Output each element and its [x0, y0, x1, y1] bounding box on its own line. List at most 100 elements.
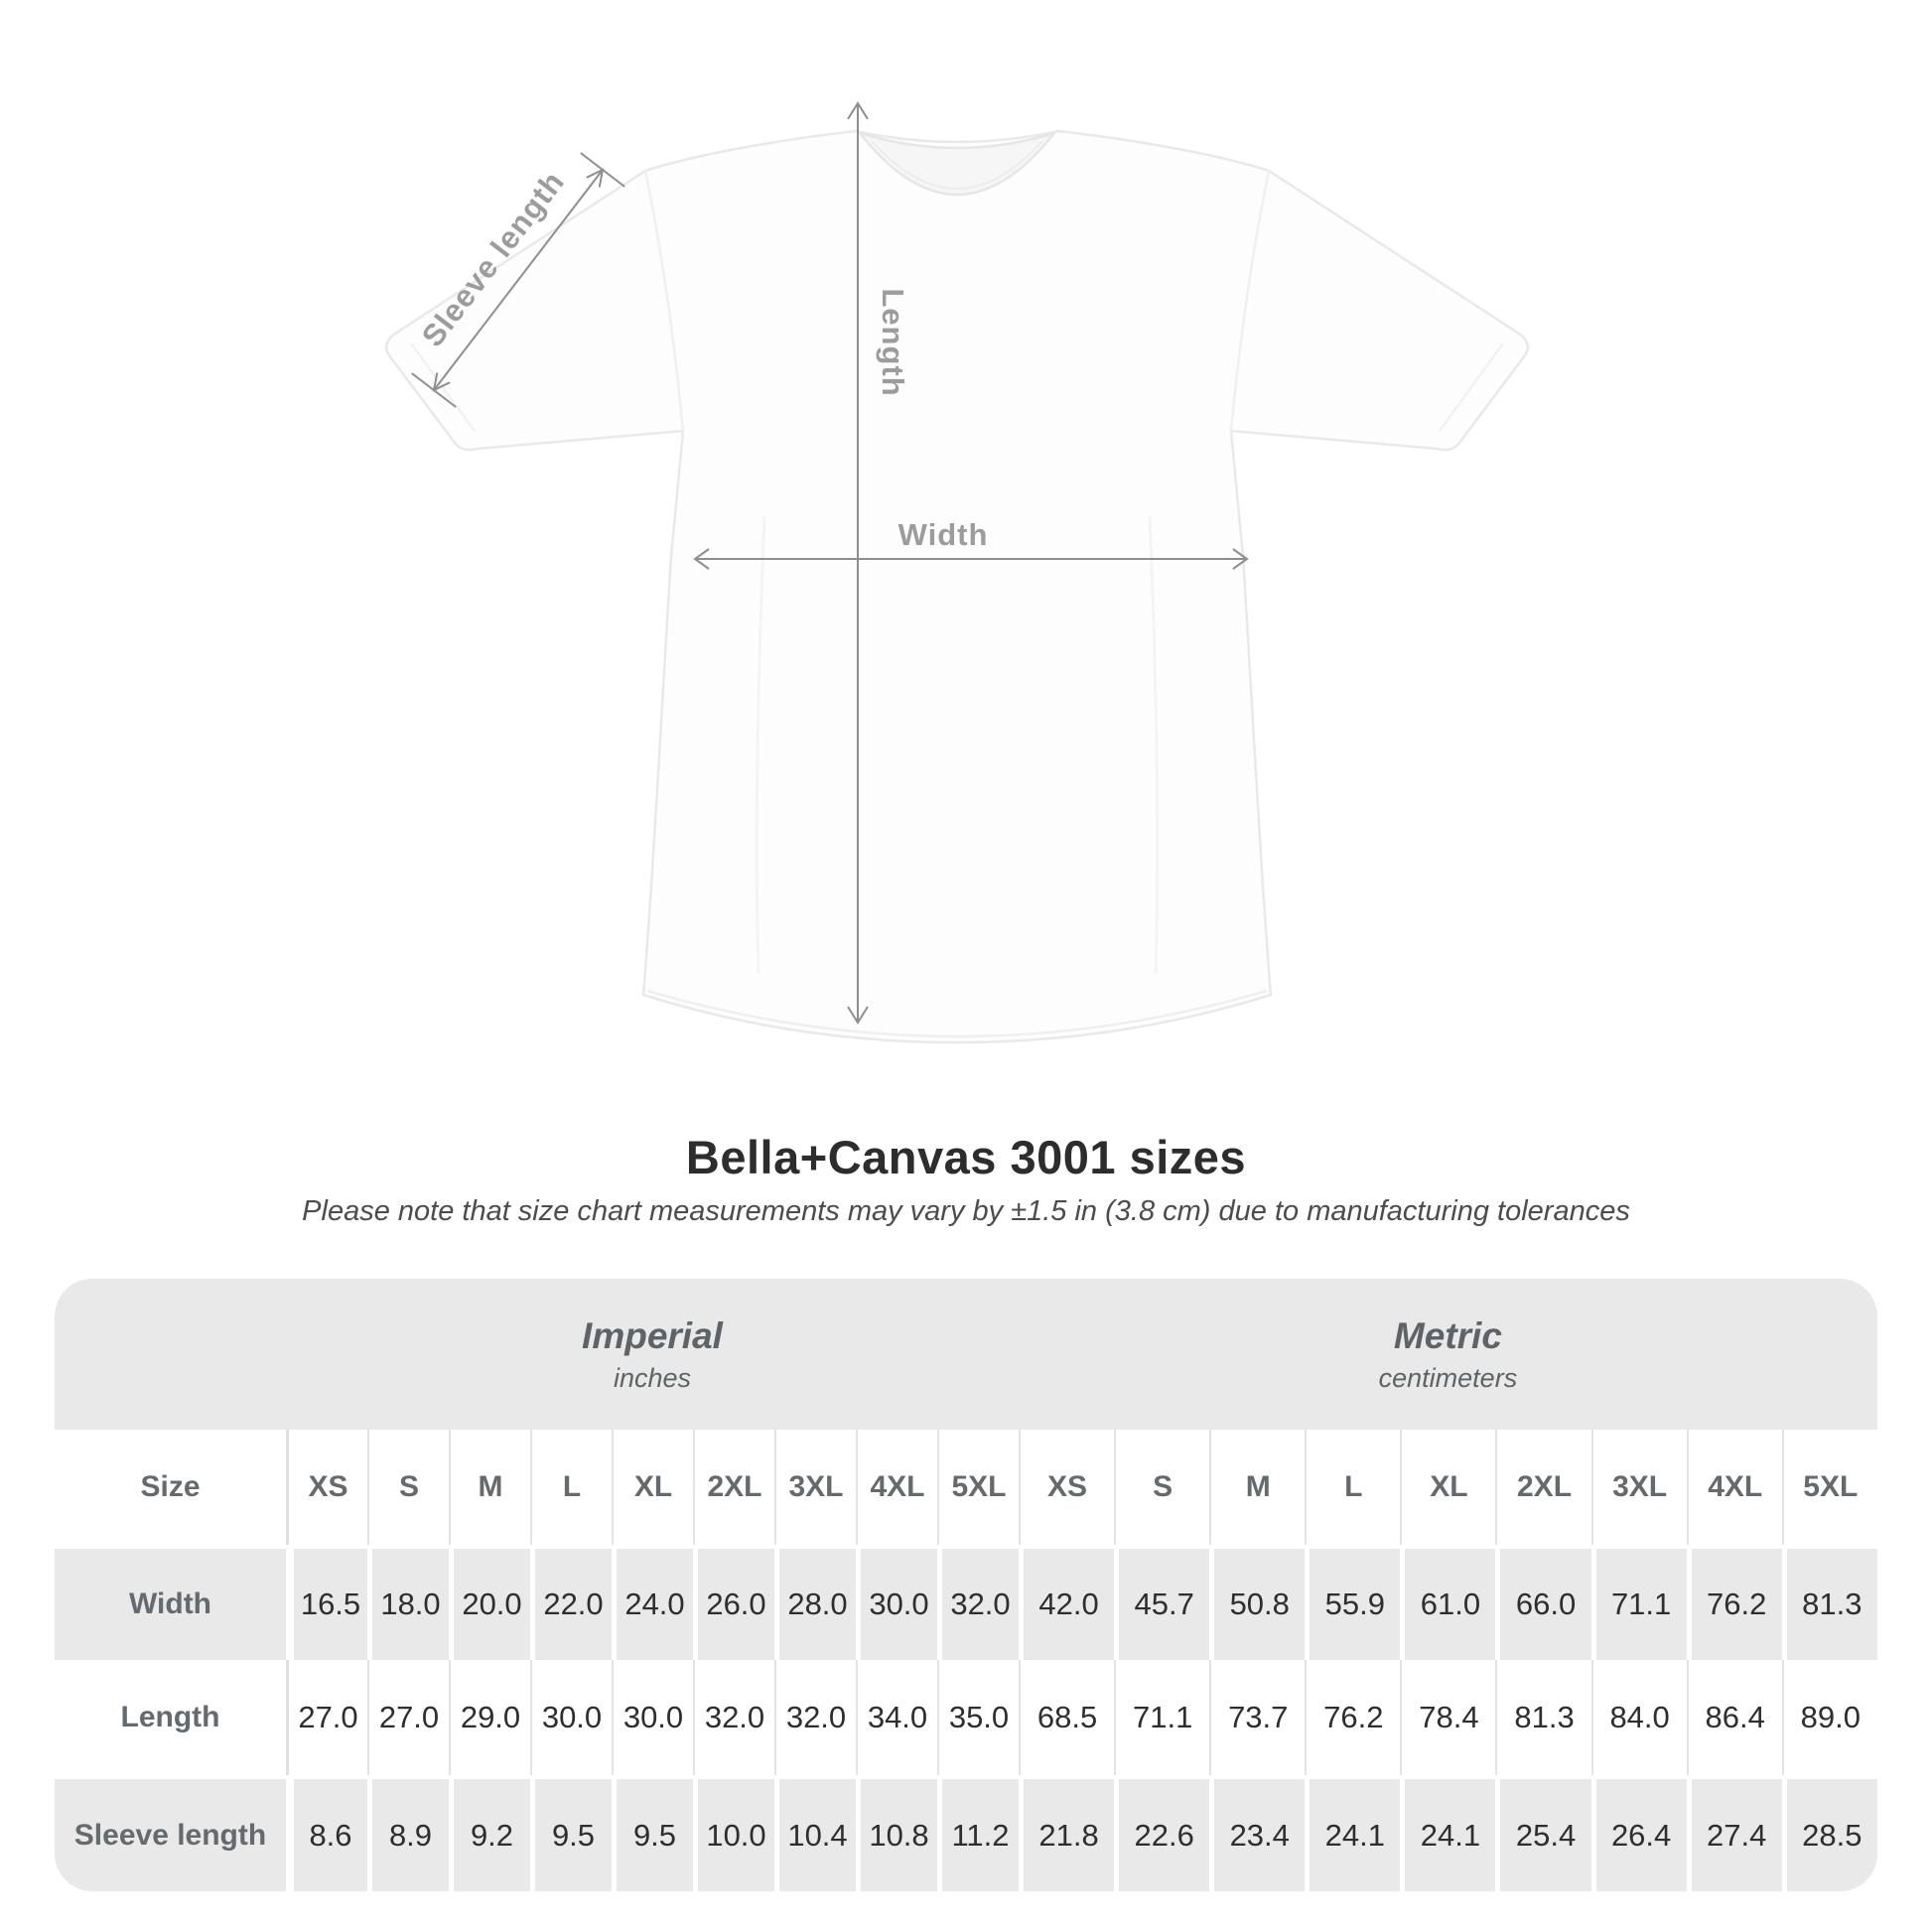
row-label: Length [55, 1660, 286, 1775]
metric-unit-label: centimeters [1378, 1362, 1518, 1393]
length-value-cell: 27.0 [367, 1660, 449, 1775]
width-value-cell: 45.7 [1114, 1545, 1210, 1660]
size-header-cell: M [449, 1430, 530, 1545]
sleeve-value-cell: 10.0 [693, 1775, 774, 1891]
sleeve-value-cell: 9.5 [612, 1775, 693, 1891]
width-value-cell: 61.0 [1400, 1545, 1496, 1660]
width-value-cell: 24.0 [612, 1545, 693, 1660]
tolerance-note: Please note that size chart measurements… [302, 1195, 1630, 1227]
band-corner [55, 1279, 286, 1430]
sleeve-value-cell: 11.2 [937, 1775, 1019, 1891]
width-value-cell: 18.0 [367, 1545, 449, 1660]
metric-label: Metric [1393, 1314, 1502, 1356]
length-arrow [847, 101, 869, 1025]
size-header-cell: L [530, 1430, 612, 1545]
length-value-cell: 68.5 [1019, 1660, 1115, 1775]
length-value-cell: 27.0 [286, 1660, 367, 1775]
length-value-cell: 81.3 [1495, 1660, 1591, 1775]
sleeve-value-cell: 8.6 [286, 1775, 367, 1891]
sleeve-value-cell: 22.6 [1114, 1775, 1210, 1891]
width-arrow [693, 548, 1249, 570]
sleeve-value-cell: 24.1 [1400, 1775, 1496, 1891]
size-header-cell: S [1114, 1430, 1210, 1545]
size-header-cell: 5XL [937, 1430, 1019, 1545]
size-header-cell: S [367, 1430, 449, 1545]
length-value-cell: 71.1 [1114, 1660, 1210, 1775]
size-header-cell: 2XL [1495, 1430, 1591, 1545]
page-title: Bella+Canvas 3001 sizes [685, 1131, 1247, 1183]
sleeve-value-cell: 28.5 [1781, 1775, 1877, 1891]
width-label: Width [897, 517, 989, 552]
sleeve-length-arrow [411, 152, 625, 408]
size-header-cell: 4XL [1686, 1430, 1782, 1545]
imperial-label: Imperial [582, 1314, 723, 1356]
size-header-cell: 2XL [693, 1430, 774, 1545]
size-header-cell: XL [1400, 1430, 1496, 1545]
length-value-cell: 34.0 [856, 1660, 937, 1775]
length-value-cell: 32.0 [693, 1660, 774, 1775]
left-cuff-stitch [410, 343, 476, 432]
length-value-cell: 30.0 [530, 1660, 612, 1775]
width-value-cell: 16.5 [286, 1545, 367, 1660]
width-value-cell: 28.0 [774, 1545, 856, 1660]
row-label: Width [55, 1545, 286, 1660]
size-table-grid: Imperial inches Metric centimeters Size X… [55, 1279, 1877, 1891]
row-label: Sleeve length [55, 1775, 286, 1891]
width-value-cell: 32.0 [937, 1545, 1019, 1660]
sleeve-value-cell: 9.5 [530, 1775, 612, 1891]
size-header-cell: XS [1019, 1430, 1115, 1545]
sleeve-value-cell: 9.2 [449, 1775, 530, 1891]
length-value-cell: 84.0 [1590, 1660, 1687, 1775]
width-value-cell: 42.0 [1019, 1545, 1115, 1660]
right-sleeve-seam [1229, 170, 1271, 432]
sleeve-value-cell: 26.4 [1590, 1775, 1687, 1891]
sleeve-value-cell: 10.4 [774, 1775, 856, 1891]
fold-line [755, 515, 766, 974]
imperial-unit-label: inches [613, 1362, 692, 1393]
width-value-cell: 30.0 [856, 1545, 937, 1660]
tshirt-measurement-diagram: Sleeve length Length Width [384, 101, 1530, 1044]
size-header-cell: 3XL [774, 1430, 856, 1545]
sleeve-value-cell: 25.4 [1495, 1775, 1591, 1891]
width-value-cell: 50.8 [1209, 1545, 1306, 1660]
size-header-cell: 5XL [1781, 1430, 1877, 1545]
length-value-cell: 32.0 [774, 1660, 856, 1775]
width-value-cell: 55.9 [1305, 1545, 1401, 1660]
width-value-cell: 71.1 [1590, 1545, 1687, 1660]
fold-line [1148, 515, 1160, 974]
sleeve-value-cell: 24.1 [1305, 1775, 1401, 1891]
length-value-cell: 76.2 [1305, 1660, 1401, 1775]
length-value-cell: 89.0 [1781, 1660, 1877, 1775]
width-value-cell: 22.0 [530, 1545, 612, 1660]
length-value-cell: 29.0 [449, 1660, 530, 1775]
size-header-cell: M [1209, 1430, 1306, 1545]
length-label: Length [876, 288, 910, 397]
length-value-cell: 86.4 [1686, 1660, 1782, 1775]
tshirt-body-shape [384, 129, 1530, 1044]
width-value-cell: 76.2 [1686, 1545, 1782, 1660]
length-value-cell: 73.7 [1209, 1660, 1306, 1775]
collar-opening [856, 130, 1058, 197]
size-header-cell: 4XL [856, 1430, 937, 1545]
collar-rib-line [871, 140, 1043, 190]
size-header-cell: XS [286, 1430, 367, 1545]
imperial-band: Imperial inches [286, 1279, 1019, 1430]
width-value-cell: 20.0 [449, 1545, 530, 1660]
left-sleeve-seam [643, 170, 685, 432]
size-header-cell: L [1305, 1430, 1401, 1545]
metric-band: Metric centimeters [1019, 1279, 1877, 1430]
tshirt-illustration [384, 101, 1530, 1044]
row-label: Size [55, 1430, 286, 1545]
width-value-cell: 66.0 [1495, 1545, 1591, 1660]
sleeve-value-cell: 10.8 [856, 1775, 937, 1891]
size-header-cell: 3XL [1590, 1430, 1687, 1545]
sleeve-value-cell: 27.4 [1686, 1775, 1782, 1891]
length-value-cell: 30.0 [612, 1660, 693, 1775]
sleeve-value-cell: 8.9 [367, 1775, 449, 1891]
size-header-cell: XL [612, 1430, 693, 1545]
length-value-cell: 35.0 [937, 1660, 1019, 1775]
sleeve-value-cell: 23.4 [1209, 1775, 1306, 1891]
length-value-cell: 78.4 [1400, 1660, 1496, 1775]
sleeve-value-cell: 21.8 [1019, 1775, 1115, 1891]
